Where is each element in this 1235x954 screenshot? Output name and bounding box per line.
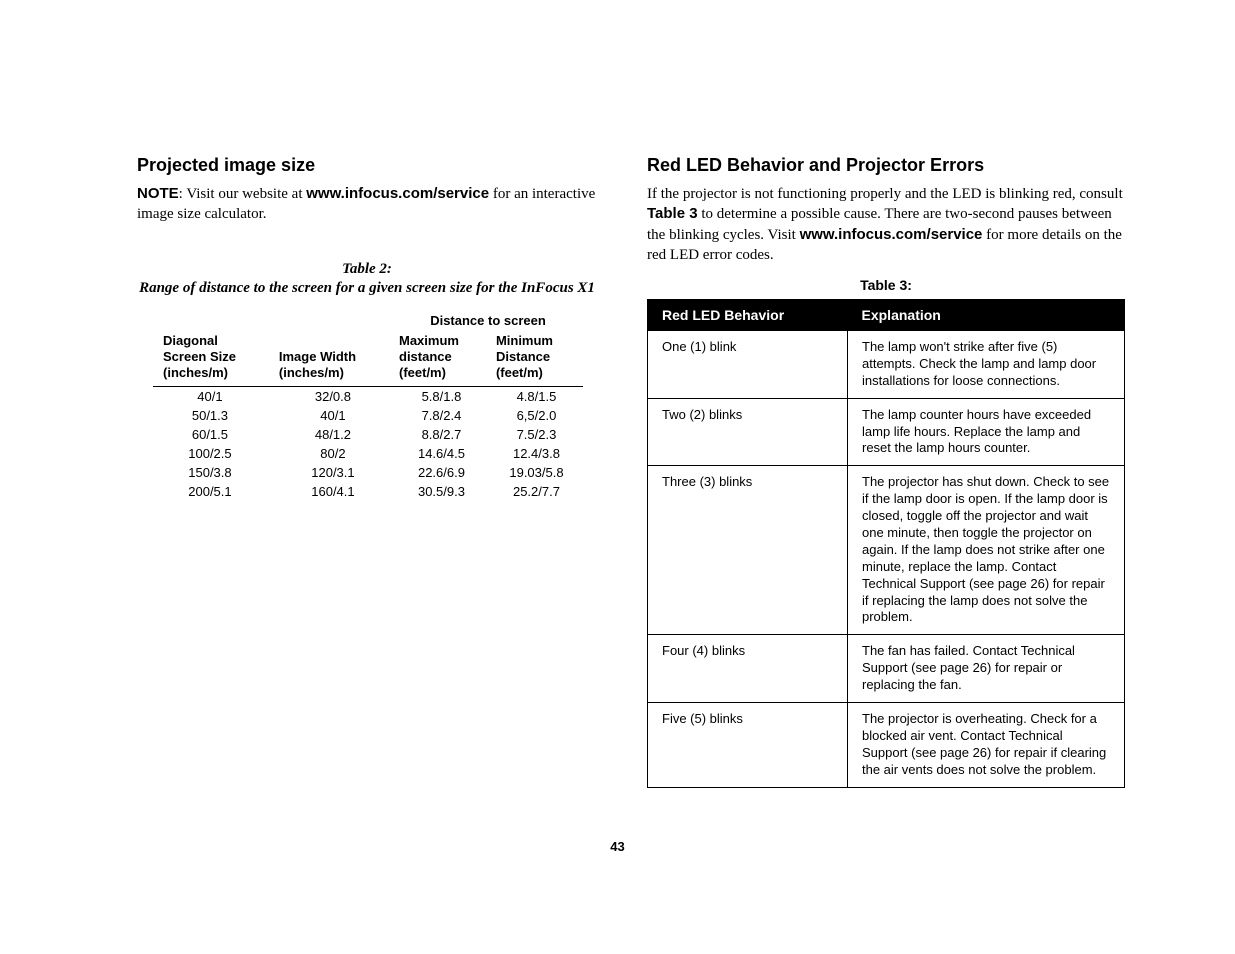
table2-col-0: DiagonalScreen Size(inches/m) bbox=[153, 331, 273, 386]
table2-cell: 7.8/2.4 bbox=[393, 406, 490, 425]
table3-cell: The lamp counter hours have exceeded lam… bbox=[848, 398, 1125, 466]
table-row: Two (2) blinksThe lamp counter hours hav… bbox=[648, 398, 1125, 466]
table2-caption-b: Range of distance to the screen for a gi… bbox=[137, 279, 597, 299]
table2-caption-a: Table 2: bbox=[342, 261, 392, 277]
table2-cell: 22.6/6.9 bbox=[393, 463, 490, 482]
table2-cell: 50/1.3 bbox=[153, 406, 273, 425]
table3-cell: The projector is overheating. Check for … bbox=[848, 703, 1125, 788]
table-row: 40/132/0.85.8/1.84.8/1.5 bbox=[153, 386, 583, 406]
table2-body: 40/132/0.85.8/1.84.8/1.550/1.340/17.8/2.… bbox=[153, 386, 583, 501]
table-row: Three (3) blinksThe projector has shut d… bbox=[648, 466, 1125, 635]
table2-cell: 150/3.8 bbox=[153, 463, 273, 482]
table2-cell: 25.2/7.7 bbox=[490, 482, 583, 501]
table3-header-row: Red LED BehaviorExplanation bbox=[648, 300, 1125, 331]
table2-cell: 30.5/9.3 bbox=[393, 482, 490, 501]
table3-caption: Table 3: bbox=[647, 277, 1125, 293]
table2-cell: 40/1 bbox=[153, 386, 273, 406]
table2-col-3: MinimumDistance(feet/m) bbox=[490, 331, 583, 386]
table2-col-1: Image Width(inches/m) bbox=[273, 331, 393, 386]
table2-cell: 7.5/2.3 bbox=[490, 425, 583, 444]
table-row: 50/1.340/17.8/2.46,5/2.0 bbox=[153, 406, 583, 425]
intro-a: If the projector is not functioning prop… bbox=[647, 186, 1123, 202]
dist-span-header: Distance to screen bbox=[393, 311, 583, 331]
table2-cell: 14.6/4.5 bbox=[393, 444, 490, 463]
left-column: Projected image size NOTE: Visit our web… bbox=[137, 155, 597, 788]
table2-cell: 60/1.5 bbox=[153, 425, 273, 444]
page-number: 43 bbox=[0, 839, 1235, 854]
table2-cell: 40/1 bbox=[273, 406, 393, 425]
table3-cell: The lamp won't strike after five (5) att… bbox=[848, 331, 1125, 399]
note-url: www.infocus.com/service bbox=[306, 185, 489, 202]
intro-paragraph: If the projector is not functioning prop… bbox=[647, 184, 1125, 265]
table3-cell: Five (5) blinks bbox=[648, 703, 848, 788]
table2-cell: 4.8/1.5 bbox=[490, 386, 583, 406]
table3-col-0: Red LED Behavior bbox=[648, 300, 848, 331]
table3-cell: Four (4) blinks bbox=[648, 635, 848, 703]
table2-cell: 48/1.2 bbox=[273, 425, 393, 444]
table-row: Four (4) blinksThe fan has failed. Conta… bbox=[648, 635, 1125, 703]
table3-col-1: Explanation bbox=[848, 300, 1125, 331]
table2-header-row: DiagonalScreen Size(inches/m)Image Width… bbox=[153, 331, 583, 386]
table2-cell: 160/4.1 bbox=[273, 482, 393, 501]
left-heading: Projected image size bbox=[137, 155, 597, 176]
table-row: 200/5.1160/4.130.5/9.325.2/7.7 bbox=[153, 482, 583, 501]
table-row: 150/3.8120/3.122.6/6.919.03/5.8 bbox=[153, 463, 583, 482]
table3-cell: Three (3) blinks bbox=[648, 466, 848, 635]
intro-b: Table 3 bbox=[647, 205, 698, 222]
table3-body: One (1) blinkThe lamp won't strike after… bbox=[648, 331, 1125, 788]
note-paragraph: NOTE: Visit our website at www.infocus.c… bbox=[137, 184, 597, 225]
table2-cell: 5.8/1.8 bbox=[393, 386, 490, 406]
note-text-a: : Visit our website at bbox=[179, 186, 307, 202]
table3-cell: One (1) blink bbox=[648, 331, 848, 399]
table-row: Five (5) blinksThe projector is overheat… bbox=[648, 703, 1125, 788]
table2-caption: Table 2: Range of distance to the screen… bbox=[137, 260, 597, 299]
table3-cell: Two (2) blinks bbox=[648, 398, 848, 466]
intro-url: www.infocus.com/service bbox=[800, 226, 983, 243]
table2-cell: 80/2 bbox=[273, 444, 393, 463]
table2-cell: 120/3.1 bbox=[273, 463, 393, 482]
right-heading: Red LED Behavior and Projector Errors bbox=[647, 155, 1125, 176]
table-row: One (1) blinkThe lamp won't strike after… bbox=[648, 331, 1125, 399]
led-table: Red LED BehaviorExplanation One (1) blin… bbox=[647, 299, 1125, 788]
distance-table: Distance to screen DiagonalScreen Size(i… bbox=[153, 311, 583, 501]
table3-cell: The fan has failed. Contact Technical Su… bbox=[848, 635, 1125, 703]
table2-cell: 32/0.8 bbox=[273, 386, 393, 406]
table2-cell: 19.03/5.8 bbox=[490, 463, 583, 482]
table2-cell: 100/2.5 bbox=[153, 444, 273, 463]
table-row: 100/2.580/214.6/4.512.4/3.8 bbox=[153, 444, 583, 463]
table2-cell: 200/5.1 bbox=[153, 482, 273, 501]
table2-col-2: Maximumdistance(feet/m) bbox=[393, 331, 490, 386]
table2-cell: 6,5/2.0 bbox=[490, 406, 583, 425]
right-column: Red LED Behavior and Projector Errors If… bbox=[647, 155, 1125, 788]
table3-cell: The projector has shut down. Check to se… bbox=[848, 466, 1125, 635]
table2-cell: 8.8/2.7 bbox=[393, 425, 490, 444]
table2-cell: 12.4/3.8 bbox=[490, 444, 583, 463]
note-label: NOTE bbox=[137, 185, 179, 202]
table-row: 60/1.548/1.28.8/2.77.5/2.3 bbox=[153, 425, 583, 444]
